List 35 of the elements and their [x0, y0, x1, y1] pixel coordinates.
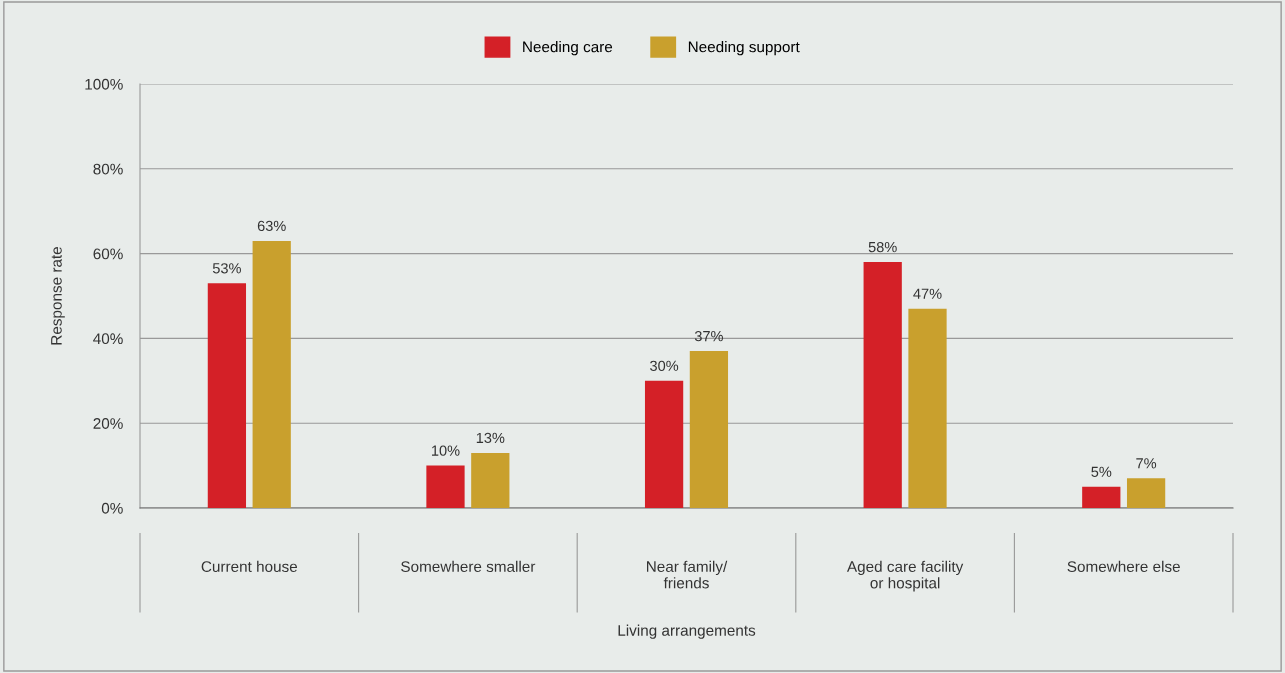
- data-label: 7%: [1136, 458, 1157, 469]
- bar: [863, 262, 902, 508]
- bar: [1126, 478, 1166, 508]
- x-tick-label: Near family/ friends: [647, 560, 728, 589]
- bar: [207, 283, 247, 508]
- x-tick-label: Aged care facility or hospital: [846, 560, 964, 592]
- data-label: 47%: [913, 288, 942, 299]
- legend-label: Needing care: [523, 41, 613, 56]
- y-tick-label: 0%: [101, 502, 123, 514]
- data-label: 63%: [257, 220, 286, 232]
- bar: [908, 308, 947, 508]
- data-label: 58%: [868, 241, 897, 253]
- x-tick-label: Somewhere smaller: [401, 560, 536, 572]
- y-tick-label: 40%: [93, 333, 123, 345]
- data-label: 53%: [212, 263, 241, 274]
- x-tick-label: Somewhere else: [1067, 560, 1180, 572]
- data-label: 37%: [694, 330, 723, 342]
- bar: [426, 465, 465, 508]
- y-tick-label: 80%: [93, 163, 123, 175]
- y-tick-label: 20%: [93, 418, 123, 429]
- x-tick-label: Current house: [201, 560, 298, 572]
- bar: [644, 380, 684, 508]
- data-label: 5%: [1091, 466, 1112, 477]
- bar: [689, 351, 729, 508]
- bar: [471, 452, 510, 508]
- legend-label: Needing support: [688, 41, 800, 56]
- bar: [252, 240, 291, 508]
- bar: [1082, 486, 1121, 508]
- y-tick-label: 100%: [85, 78, 123, 90]
- y-axis-title: Response rate: [51, 246, 65, 345]
- data-label: 10%: [432, 445, 460, 456]
- data-label: 30%: [650, 360, 679, 371]
- x-axis-title: Living arrangements: [618, 624, 756, 639]
- y-tick-label: 60%: [93, 248, 123, 260]
- data-label: 13%: [476, 432, 505, 444]
